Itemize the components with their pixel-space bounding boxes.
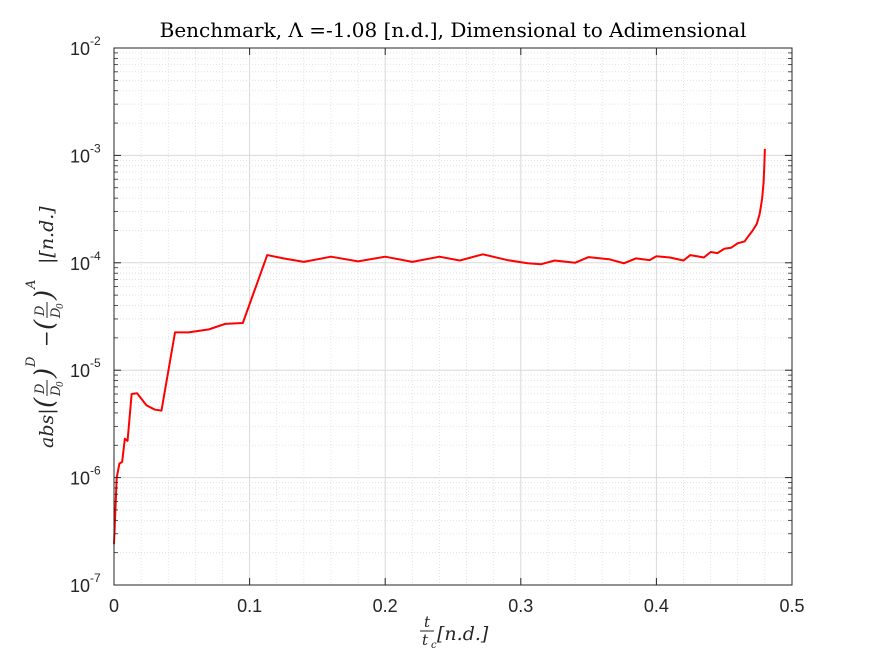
y-label-sup2: A [24,280,39,290]
y-tick-label-base: 10 [70,254,90,274]
x-tick-label: 0.3 [508,596,533,616]
y-tick-label-exponent: -2 [90,34,101,48]
x-tick-label: 0.1 [237,596,262,616]
series-layer [113,148,766,545]
y-tick-label-base: 10 [70,39,90,59]
y-tick-labels: 10-710-610-510-410-310-2 [70,34,101,596]
y-tick-label-base: 10 [70,576,90,596]
series-line [113,148,766,545]
y-axis-label: abs| ( D D 0 ) D − ( D D 0 ) A |[n.d.] [24,206,66,448]
y-tick-label-exponent: -6 [90,464,101,478]
ticks [113,47,793,586]
x-label-unit: [n.d.] [437,623,489,645]
plot-area [114,48,792,585]
x-label-denominator-sub: c [431,640,437,651]
x-tick-label: 0.2 [373,596,398,616]
y-label-frac1-den-sub: 0 [56,381,66,387]
x-tick-label: 0.4 [644,596,669,616]
grid [114,48,792,585]
y-tick-label-base: 10 [70,361,90,381]
y-label-frac2-den-sub: 0 [56,303,66,309]
x-tick-labels: 0 0.1 0.2 0.3 0.4 0.5 [109,596,805,616]
axes-box [113,47,793,586]
x-label-denominator: t [422,631,429,649]
x-label-numerator: t [424,613,431,631]
y-label-sup1: D [24,356,39,368]
y-label-paren-open-2: ( [30,319,60,330]
y-label-frac2-num: D [33,305,48,317]
x-tick-label: 0 [109,596,119,616]
y-tick-label-base: 10 [70,469,90,489]
y-label-paren-open-1: ( [30,397,60,408]
chart-title: Benchmark, Λ =-1.08 [n.d.], Dimensional … [160,18,747,42]
x-axis-label: t t c [n.d.] [420,613,489,651]
y-label-frac2-den: D [49,307,64,319]
y-tick-label-exponent: -3 [90,141,101,155]
y-label-paren-close-1: ) [30,368,60,379]
y-tick-label-exponent: -7 [90,571,101,585]
y-label-unit: |[n.d.] [36,206,58,264]
y-label-frac1-num: D [33,383,48,395]
y-label-frac1-den: D [49,385,64,397]
y-tick-label-exponent: -4 [90,249,101,263]
y-tick-label-base: 10 [70,146,90,166]
y-label-minus: − [34,330,58,347]
y-tick-label-exponent: -5 [90,356,101,370]
x-tick-label: 0.5 [779,596,804,616]
y-label-paren-close-2: ) [30,290,60,301]
y-label-abs: abs| [36,408,58,448]
